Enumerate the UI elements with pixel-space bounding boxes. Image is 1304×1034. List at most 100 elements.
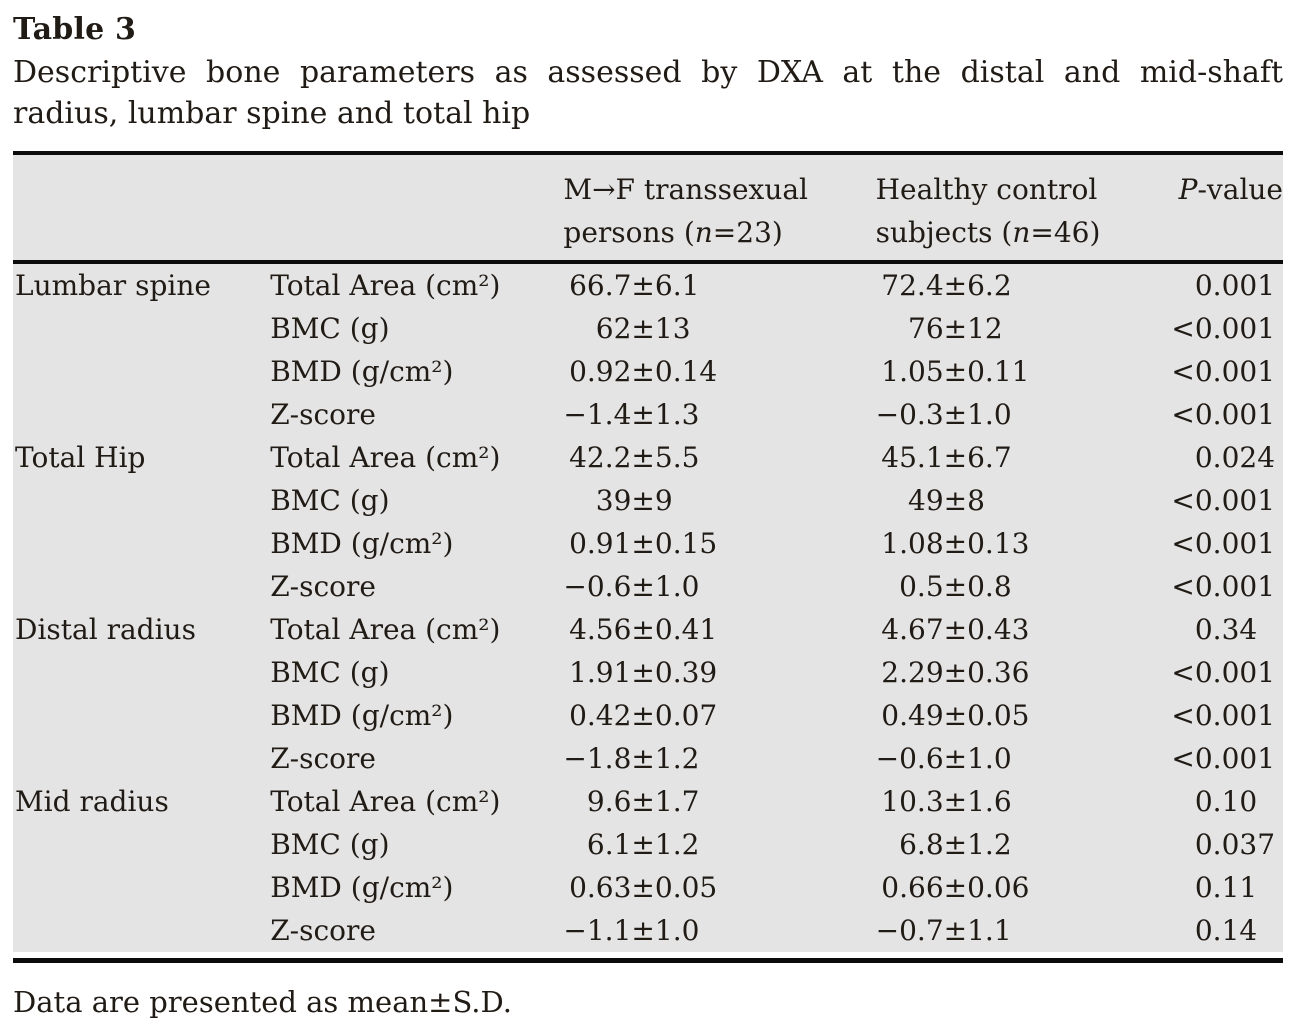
control-value-cell: 49±8 [908, 484, 985, 517]
group-label-cell [13, 350, 270, 393]
mf-value-cell: 62±13 [595, 312, 691, 345]
parameter-cell: BMD (g/cm²) [270, 871, 454, 904]
control-value-cell: 6.8±1.2 [899, 828, 1012, 861]
control-value-cell: −0.7±1.1 [875, 914, 1012, 947]
control-value-cell: −0.3±1.0 [875, 398, 1012, 431]
group-label-cell [13, 737, 270, 780]
p-value-cell: <0.001 [1171, 312, 1276, 345]
p-value-cell: 0.11 [1194, 871, 1258, 904]
column-header-control: Healthy control subjects (n=46) [875, 155, 1171, 264]
parameter-cell: Total Area (cm²) [270, 441, 501, 474]
mf-value-cell: 0.91±0.15 [569, 527, 718, 560]
p-value-cell: 0.037 [1194, 828, 1276, 861]
p-value-cell: <0.001 [1171, 570, 1276, 603]
mf-value-cell: −1.1±1.0 [563, 914, 700, 947]
control-value-cell: 0.5±0.8 [899, 570, 1012, 603]
control-value-cell: 76±12 [908, 312, 1003, 345]
parameter-cell: Z-score [270, 742, 376, 775]
table-row: Lumbar spine Total Area (cm²) 66.7±6.1 72.4… [13, 262, 1283, 307]
table-row: BMD (g/cm²) 0.91±0.15 1.08±0.13 <0.001 [13, 522, 1283, 565]
control-value-cell: 2.29±0.36 [881, 656, 1030, 689]
table-header: M→F transsexual persons (n=23) Healthy con… [13, 155, 1283, 264]
parameter-cell: BMC (g) [270, 656, 390, 689]
group-label-cell: Lumbar spine [15, 269, 211, 302]
control-value-cell: −0.6±1.0 [875, 742, 1012, 775]
mf-value-cell: 0.63±0.05 [569, 871, 718, 904]
control-value-cell: 0.66±0.06 [881, 871, 1030, 904]
p-value-cell: <0.001 [1171, 699, 1276, 732]
control-value-cell: 10.3±1.6 [881, 785, 1012, 818]
parameter-cell: Total Area (cm²) [270, 785, 501, 818]
group-label-cell [13, 694, 270, 737]
group-label-cell [13, 651, 270, 694]
p-value-cell: 0.001 [1194, 269, 1276, 302]
group-label-cell [13, 909, 270, 952]
table-row: BMC (g) 62±13 76±12 <0.001 [13, 307, 1283, 350]
table-row: BMD (g/cm²) 0.92±0.14 1.05±0.11 <0.001 [13, 350, 1283, 393]
table-top-rule [13, 151, 1283, 155]
bone-parameters-table: M→F transsexual persons (n=23) Healthy con… [13, 151, 1283, 963]
data-table: M→F transsexual persons (n=23) Healthy con… [13, 155, 1283, 952]
control-value-cell: 0.49±0.05 [881, 699, 1030, 732]
table-footnote: Data are presented as mean±S.D. [13, 985, 512, 1019]
group-label-cell [13, 479, 270, 522]
parameter-cell: Z-score [270, 398, 376, 431]
parameter-cell: BMD (g/cm²) [270, 699, 454, 732]
group-label-cell [13, 393, 270, 436]
mf-value-cell: −0.6±1.0 [563, 570, 700, 603]
group-label-cell: Mid radius [15, 785, 169, 818]
mf-value-cell: 0.92±0.14 [569, 355, 718, 388]
p-value-cell: 0.14 [1194, 914, 1258, 947]
table-bottom-gap [13, 952, 1283, 958]
table-shaded-area: M→F transsexual persons (n=23) Healthy con… [13, 155, 1283, 952]
p-value-cell: 0.024 [1194, 441, 1276, 474]
p-value-cell: 0.10 [1194, 785, 1258, 818]
mf-value-cell: 9.6±1.7 [586, 785, 700, 818]
table-row: BMD (g/cm²) 0.42±0.07 0.49±0.05 <0.001 [13, 694, 1283, 737]
control-value-cell: 4.67±0.43 [881, 613, 1030, 646]
mf-value-cell: 6.1±1.2 [586, 828, 700, 861]
mf-value-cell: 42.2±5.5 [569, 441, 700, 474]
p-value-cell: 0.34 [1194, 613, 1258, 646]
control-value-cell: 72.4±6.2 [881, 269, 1012, 302]
control-value-cell: 1.08±0.13 [881, 527, 1030, 560]
p-value-cell: <0.001 [1171, 484, 1276, 517]
group-label-cell: Total Hip [15, 441, 146, 474]
table-bottom-rule [13, 958, 1283, 963]
parameter-cell: BMC (g) [270, 828, 390, 861]
table-row: Mid radius Total Area (cm²) 9.6±1.7 10.3±1.… [13, 780, 1283, 823]
table-caption: Descriptive bone parameters as assessed … [13, 55, 1283, 131]
parameter-cell: Total Area (cm²) [270, 613, 501, 646]
column-header-region [13, 155, 271, 264]
table-row: Distal radius Total Area (cm²) 4.56±0.41 4.… [13, 608, 1283, 651]
group-label-cell [13, 307, 270, 350]
parameter-cell: BMC (g) [270, 312, 390, 345]
mf-value-cell: 0.42±0.07 [569, 699, 718, 732]
p-value-cell: <0.001 [1171, 742, 1276, 775]
mf-value-cell: 1.91±0.39 [569, 656, 718, 689]
control-value-cell: 45.1±6.7 [881, 441, 1012, 474]
group-label-cell [13, 522, 270, 565]
table-row: BMC (g) 6.1±1.2 6.8±1.2 0.037 [13, 823, 1283, 866]
table-row: Z-score −1.1±1.0 −0.7±1.1 0.14 [13, 909, 1283, 952]
table-body: Lumbar spine Total Area (cm²) 66.7±6.1 72.4… [13, 262, 1283, 952]
column-header-pvalue: P-value [1170, 155, 1283, 264]
mf-value-cell: −1.4±1.3 [563, 398, 700, 431]
group-label-cell: Distal radius [15, 613, 196, 646]
table-row: BMC (g) 1.91±0.39 2.29±0.36 <0.001 [13, 651, 1283, 694]
parameter-cell: Z-score [270, 570, 376, 603]
parameter-cell: Z-score [270, 914, 376, 947]
table-row: Z-score −1.8±1.2 −0.6±1.0 <0.001 [13, 737, 1283, 780]
table-row: Z-score −1.4±1.3 −0.3±1.0 <0.001 [13, 393, 1283, 436]
p-value-cell: <0.001 [1171, 656, 1276, 689]
parameter-cell: Total Area (cm²) [270, 269, 501, 302]
parameter-cell: BMD (g/cm²) [270, 527, 454, 560]
p-value-cell: <0.001 [1171, 355, 1276, 388]
mf-value-cell: 66.7±6.1 [569, 269, 700, 302]
control-value-cell: 1.05±0.11 [881, 355, 1030, 388]
mf-value-cell: 4.56±0.41 [569, 613, 718, 646]
table-row: BMD (g/cm²) 0.63±0.05 0.66±0.06 0.11 [13, 866, 1283, 909]
table-row: BMC (g) 39±9 49±8 <0.001 [13, 479, 1283, 522]
table-number: Table 3 [13, 12, 137, 47]
